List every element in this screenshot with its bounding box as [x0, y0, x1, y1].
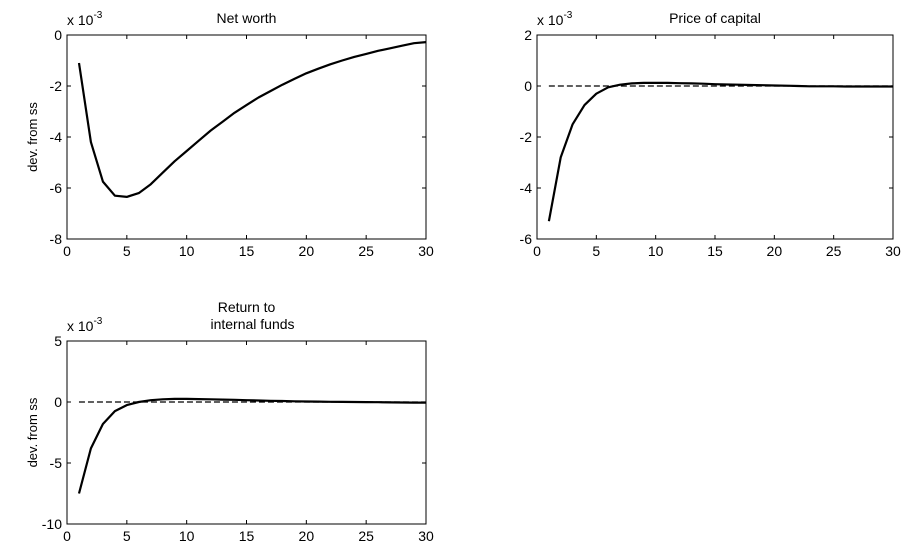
- y-tick-label: 0: [54, 27, 62, 43]
- y-exponent-label: x 10-3: [67, 316, 103, 334]
- x-tick-label: 25: [358, 243, 374, 259]
- x-tick-label: 0: [63, 528, 71, 544]
- plot-area: [66, 340, 427, 525]
- y-tick-label: -6: [50, 180, 63, 196]
- x-tick-label: 30: [418, 243, 434, 259]
- y-exponent-base: x 10: [67, 318, 94, 334]
- x-tick-label: 5: [123, 243, 131, 259]
- y-axis-label: dev. from ss: [25, 102, 40, 172]
- y-tick-label: -4: [50, 129, 63, 145]
- chart-title: Net worth: [217, 10, 277, 26]
- x-tick-label: 0: [533, 243, 541, 259]
- x-tick-label: 20: [767, 243, 783, 259]
- y-tick-label: 2: [524, 27, 532, 43]
- y-tick-label: -5: [50, 455, 63, 471]
- x-tick-label: 10: [179, 528, 195, 544]
- chart-panel-1: 0 5 10 15 20 25 30 0 -2 -4 -6 -8 x 10-3 Net worth dev.…: [25, 10, 434, 259]
- chart-panel-3: 0 5 10 15 20 25 30 5 0 -5 -10 x 10-3 Return tointern…: [25, 299, 434, 544]
- x-tick-label: 5: [592, 243, 600, 259]
- x-tick-label: 15: [239, 528, 255, 544]
- y-tick-label: -2: [520, 129, 533, 145]
- y-tick-label: -6: [520, 231, 533, 247]
- x-tick-label: 0: [63, 243, 71, 259]
- chart-title: Return to: [218, 299, 276, 315]
- x-tick-label: 20: [299, 243, 315, 259]
- y-tick-label: 5: [54, 333, 62, 349]
- y-tick-label: -10: [42, 516, 62, 532]
- y-tick-label: 0: [54, 394, 62, 410]
- x-tick-label: 30: [885, 243, 901, 259]
- y-exponent-label: x 10-3: [67, 10, 103, 28]
- x-tick-label: 30: [418, 528, 434, 544]
- x-tick-label: 10: [648, 243, 664, 259]
- x-tick-label: 15: [239, 243, 255, 259]
- x-tick-label: 25: [826, 243, 842, 259]
- series-line-1: [77, 41, 427, 198]
- y-tick-label: -8: [50, 231, 63, 247]
- y-exponent-label: x 10-3: [537, 10, 573, 28]
- plot-area: [66, 34, 427, 240]
- plot-area: [536, 34, 894, 240]
- chart-title: Price of capital: [669, 10, 761, 26]
- y-tick-label: -4: [520, 180, 533, 196]
- y-tick-label: -2: [50, 78, 63, 94]
- y-exponent-base: x 10: [537, 12, 564, 28]
- x-tick-label: 15: [707, 243, 723, 259]
- y-exponent-power: -3: [93, 10, 102, 21]
- y-exponent-base: x 10: [67, 12, 94, 28]
- y-tick-label: 0: [524, 78, 532, 94]
- y-exponent-power: -3: [93, 316, 102, 327]
- x-tick-label: 25: [358, 528, 374, 544]
- series-line-1: [547, 81, 893, 222]
- y-exponent-power: -3: [563, 10, 572, 21]
- chart-title: internal funds: [210, 316, 294, 332]
- x-tick-label: 20: [299, 528, 315, 544]
- y-axis-label: dev. from ss: [25, 397, 40, 467]
- x-tick-label: 10: [179, 243, 195, 259]
- x-tick-label: 5: [123, 528, 131, 544]
- series-line-1: [77, 397, 426, 494]
